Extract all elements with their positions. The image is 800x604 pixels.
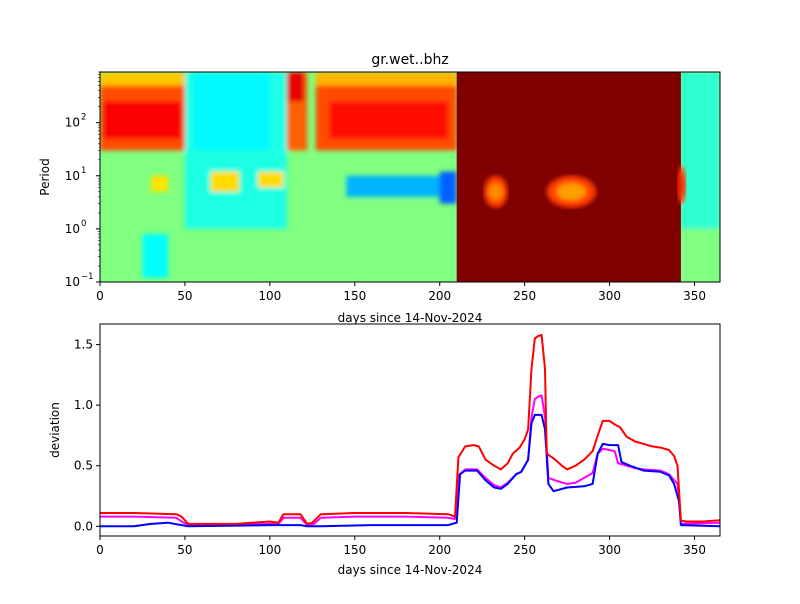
heatmap-cell [286,72,304,102]
x-tick-label: 350 [683,543,706,557]
heatmap-cell [439,171,457,204]
heatmap-cell [257,171,284,188]
x-tick-label: 200 [428,543,451,557]
x-tick-label: 350 [683,289,706,303]
x-tick-label: 50 [177,289,192,303]
y-tick-label: 1.0 [74,398,93,412]
heatmap-cell [103,101,182,139]
heatmap-xlabel: days since 14-Nov-2024 [338,311,483,325]
heatmap-frame [99,71,721,283]
series-line-red [100,333,720,525]
y-tick-label: 10 [65,222,80,236]
x-tick-label: 300 [598,543,621,557]
line-plot-ylabel: deviation [48,402,62,458]
x-tick-label: 50 [177,543,192,557]
deviation-lines [100,333,720,528]
heatmap-blob-core [679,174,685,196]
heatmap-cell [315,72,457,86]
x-tick-label: 150 [343,289,366,303]
line-plot-xlabel: days since 14-Nov-2024 [338,563,483,577]
x-tick-label: 150 [343,543,366,557]
x-tick-label: 100 [258,543,281,557]
heatmap-blob-core [556,182,587,201]
heatmap-cell [142,234,168,278]
heatmap-cell [210,171,240,192]
x-tick-label: 0 [96,543,104,557]
heatmap-cells [100,72,720,282]
line-plot-axes: 0 50 100 150 200 250 300 350 0.0 0.5 1.0 1.5 [74,338,706,557]
y-tick-label: 10 [65,116,80,130]
y-tick-exponent: 2 [81,113,86,123]
y-tick-label: 1.5 [74,338,93,352]
heatmap-title: gr.wet..bhz [371,52,448,68]
y-tick-exponent: 0 [81,219,86,229]
y-tick-label: 0.5 [74,459,93,473]
heatmap-cell [193,72,270,151]
x-tick-label: 100 [258,289,281,303]
heatmap-ylabel: Period [38,158,52,195]
heatmap-cell [329,101,449,139]
heatmap-cell [150,175,168,192]
y-tick-label: 0.0 [74,519,93,533]
heatmap-cell [100,72,185,86]
heatmap-cell [680,72,720,229]
x-tick-label: 250 [513,289,536,303]
y-tick-exponent: 1 [81,166,86,176]
x-tick-label: 200 [428,289,451,303]
heatmap-blob-core [488,182,503,201]
line-plot-frame [99,323,721,537]
heatmap-cell [346,175,449,197]
x-tick-label: 300 [598,289,621,303]
heatmap-cell [680,228,720,282]
x-tick-label: 250 [513,543,536,557]
series-line-magenta [100,394,720,527]
y-tick-exponent: −1 [81,272,94,282]
series-line-blue [100,413,720,528]
y-tick-label: 10 [65,169,80,183]
x-tick-label: 0 [96,289,104,303]
y-tick-label: 10 [65,275,80,289]
